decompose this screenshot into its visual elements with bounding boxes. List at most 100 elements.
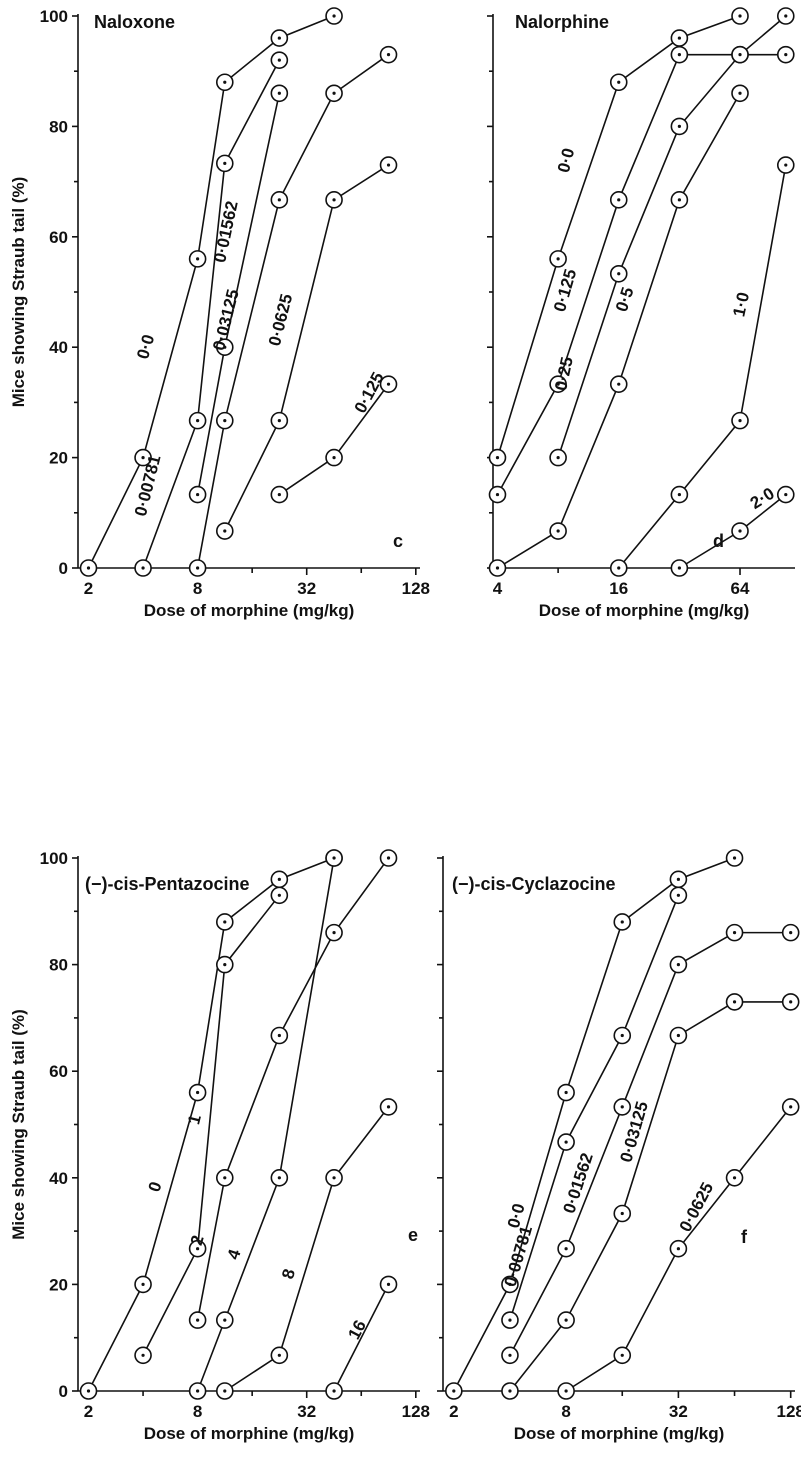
data-point: [557, 1382, 575, 1400]
data-point: [557, 1311, 575, 1329]
data-point-dot: [196, 257, 200, 261]
series-4: 4: [188, 849, 343, 1400]
data-point: [609, 264, 628, 283]
data-point: [188, 1239, 207, 1258]
data-point: [188, 1382, 207, 1400]
data-point-dot: [732, 856, 737, 860]
series-8: 8: [215, 1098, 398, 1400]
data-point: [215, 1169, 234, 1187]
series-label: 16: [344, 1317, 370, 1343]
x-tick-label: 8: [193, 1402, 202, 1421]
data-point: [215, 73, 234, 92]
series-0·00781: 0·00781: [131, 51, 289, 577]
data-point: [549, 448, 567, 467]
panel-title: Nalorphine: [515, 12, 609, 32]
data-point: [557, 1083, 575, 1102]
series-1: 1: [134, 886, 289, 1365]
data-point: [215, 411, 234, 430]
data-point-dot: [386, 1282, 391, 1286]
x-tick-label: 32: [669, 1402, 688, 1421]
data-point-dot: [141, 1353, 145, 1357]
y-tick-label: 80: [49, 956, 68, 975]
data-point: [188, 1083, 207, 1102]
data-point-dot: [617, 80, 621, 84]
chart-panel-d: 4 16 64 Dose of morphine (mg/kg) Nalorphine d…: [487, 7, 795, 620]
data-point-dot: [677, 492, 681, 497]
data-point-dot: [141, 566, 145, 570]
data-point: [725, 923, 744, 942]
data-point-dot: [223, 345, 227, 349]
data-point-dot: [556, 529, 560, 533]
series-line: [224, 164, 389, 532]
data-point: [215, 338, 234, 357]
series-label: 0·0: [554, 146, 578, 174]
data-point: [188, 1311, 207, 1329]
data-point: [776, 485, 795, 504]
data-point-dot: [617, 198, 621, 202]
data-point: [669, 870, 688, 889]
series-0·03125: 0·03125: [188, 45, 398, 577]
data-point-dot: [277, 36, 281, 40]
data-point: [609, 559, 628, 577]
data-point: [613, 1204, 632, 1223]
series-line: [618, 164, 787, 569]
data-point-dot: [738, 91, 742, 95]
data-point-dot: [495, 456, 500, 460]
data-point: [549, 375, 567, 393]
chart-panel-f: 2 8 32 128 Dose of morphine (mg/kg) (−)-cis-C…: [437, 849, 801, 1443]
series-0·0: 0·0: [79, 7, 343, 577]
data-point: [270, 411, 289, 430]
series-0·0: 0·0: [488, 7, 749, 467]
data-point: [325, 923, 343, 942]
data-point-dot: [784, 53, 788, 57]
data-point: [725, 993, 744, 1011]
data-point-dot: [196, 1318, 200, 1322]
data-point: [776, 45, 795, 64]
data-point-dot: [677, 36, 681, 40]
data-point-dot: [784, 492, 788, 497]
data-point: [188, 250, 207, 268]
series-line: [87, 15, 335, 569]
y-tick-label: 0: [59, 559, 68, 578]
data-point-dot: [617, 566, 621, 570]
x-tick-label: 128: [402, 579, 430, 598]
panel-title: (−)-cis-Cyclazocine: [452, 874, 616, 894]
data-point-dot: [738, 53, 742, 57]
data-point: [134, 1275, 152, 1294]
panel-letter: c: [393, 531, 403, 551]
data-point-dot: [452, 1389, 456, 1393]
series-0·03125: 0·03125: [501, 993, 800, 1400]
series-0·5: 0·5: [488, 84, 749, 577]
x-tick-label: 4: [493, 579, 503, 598]
data-point-dot: [277, 91, 281, 95]
data-point: [325, 7, 343, 25]
series-line: [557, 15, 787, 458]
data-point: [609, 191, 628, 209]
series-0·125: 0·125: [270, 369, 398, 504]
data-point: [776, 156, 795, 174]
data-point: [325, 1382, 343, 1400]
data-point: [270, 870, 289, 889]
data-point: [670, 29, 689, 47]
data-point: [549, 250, 567, 268]
data-point-dot: [676, 1033, 680, 1038]
data-point-dot: [564, 1318, 568, 1322]
data-point: [215, 1382, 234, 1400]
data-point: [188, 485, 207, 504]
data-point-dot: [508, 1282, 512, 1286]
data-point-dot: [141, 1282, 145, 1286]
x-tick-label: 2: [84, 1402, 93, 1421]
x-tick-label: 128: [776, 1402, 801, 1421]
x-tick-label: 32: [297, 1402, 316, 1421]
series-0·25: 0·25: [549, 7, 795, 467]
data-point-dot: [677, 566, 681, 570]
data-point: [215, 154, 234, 173]
data-point: [270, 886, 289, 905]
data-point: [79, 1382, 98, 1400]
data-point-dot: [223, 529, 227, 533]
data-point: [669, 886, 688, 905]
series-0·00781: 0·00781: [501, 886, 688, 1329]
data-point-dot: [617, 272, 621, 276]
data-point-dot: [277, 198, 281, 202]
data-point: [670, 191, 689, 209]
